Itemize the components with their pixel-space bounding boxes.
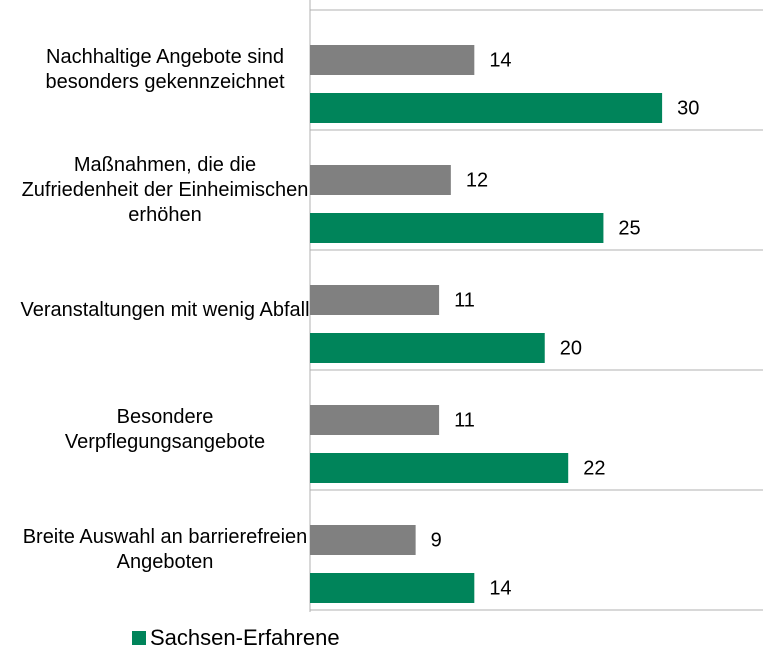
value-label: 12 [466, 169, 488, 191]
category-label-box: Veranstaltungen mit wenig Abfall [20, 298, 310, 321]
legend-swatch [132, 631, 146, 645]
category-label: Breite Auswahl an barrierefreien Angebot… [22, 526, 308, 573]
bar [310, 165, 451, 195]
category-label-box: Nachhaltige Angebote sind besonders geke… [45, 46, 285, 93]
value-label: 30 [677, 97, 699, 119]
bar [310, 285, 440, 315]
value-label: 14 [489, 577, 511, 599]
category-label-box: Breite Auswahl an barrierefreien Angebot… [22, 526, 308, 573]
bar [310, 453, 569, 483]
bar [310, 213, 604, 243]
bar [310, 93, 663, 123]
category-label: Nachhaltige Angebote sind besonders geke… [45, 46, 285, 93]
value-label: 11 [454, 289, 475, 311]
bar [310, 333, 545, 363]
bar [310, 45, 475, 75]
bar [310, 573, 475, 603]
value-label: 11 [454, 409, 475, 431]
category-label-box: Maßnahmen, die die Zufriedenheit der Ein… [21, 153, 309, 226]
bar [310, 525, 416, 555]
value-label: 22 [583, 457, 605, 479]
category-label-box: Besondere Verpflegungsangebote [64, 406, 266, 453]
value-label: 14 [489, 49, 511, 71]
category-label: Veranstaltungen mit wenig Abfall [20, 298, 310, 321]
category-label: Maßnahmen, die die Zufriedenheit der Ein… [21, 153, 309, 226]
bar [310, 405, 440, 435]
legend-label: Sachsen-Erfahrene [150, 625, 340, 649]
category-label: Besondere Verpflegungsangebote [64, 406, 266, 453]
value-label: 25 [618, 217, 640, 239]
value-label: 9 [431, 529, 442, 551]
value-label: 20 [560, 337, 582, 359]
